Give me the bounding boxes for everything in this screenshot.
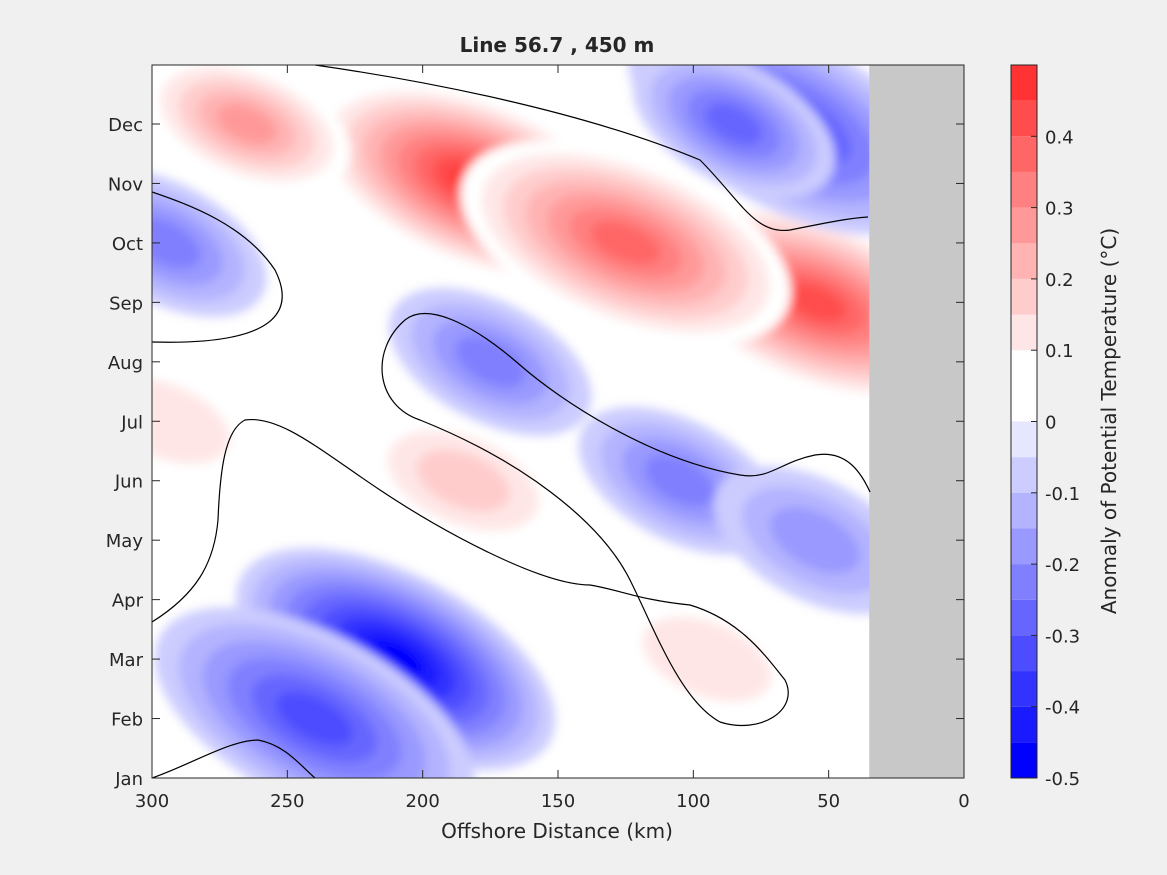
- colorbar-swatch: [1011, 492, 1037, 529]
- y-tick-label: Jul: [120, 412, 143, 433]
- colorbar-swatch: [1011, 278, 1037, 315]
- colorbar-tick-label: 0.4: [1045, 127, 1074, 148]
- colorbar-swatch: [1011, 243, 1037, 279]
- x-axis: 300 250 200 150 100 50 0: [135, 65, 970, 812]
- contour-level--0.20: [644, 454, 715, 507]
- masked-coastal-region: [869, 65, 964, 778]
- y-tick-label: Nov: [108, 174, 143, 195]
- contour-level--0.30: [275, 691, 354, 746]
- y-tick-label: Aug: [108, 353, 143, 374]
- x-tick-label: 150: [541, 791, 575, 812]
- x-tick-label: 250: [270, 791, 304, 812]
- y-tick-label: Jun: [114, 472, 143, 493]
- colorbar-tick-label: -0.5: [1045, 769, 1080, 790]
- colorbar-tick-label: 0.2: [1045, 270, 1074, 291]
- colorbar-swatch: [1011, 421, 1037, 458]
- colorbar-swatch: [1011, 564, 1037, 600]
- colorbar-swatch: [1011, 671, 1037, 707]
- colorbar-swatch: [1011, 457, 1037, 493]
- y-tick-label: Jan: [114, 769, 143, 790]
- contour-level--0.15: [770, 507, 861, 574]
- y-tick-label: Mar: [109, 650, 144, 671]
- colorbar-swatch: [1011, 742, 1037, 778]
- contour-level--0.25: [705, 102, 763, 146]
- colorbar-tick-label: -0.1: [1045, 484, 1080, 505]
- colorbar-tick-label: 0: [1045, 413, 1056, 434]
- y-tick-label: Oct: [112, 234, 143, 255]
- x-tick-label: 200: [405, 791, 439, 812]
- contour-level-0.10: [642, 616, 772, 702]
- y-tick-label: May: [106, 531, 144, 552]
- colorbar: -0.5 -0.4 -0.3 -0.2 -0.1 0 0.1 0.2 0.3 0.4: [1010, 64, 1080, 790]
- zero-contour-lines: [152, 65, 871, 778]
- y-tick-label: Dec: [108, 115, 143, 136]
- colorbar-swatch: [1011, 65, 1037, 101]
- contour-level--0.20: [455, 336, 526, 388]
- colorbar-swatch: [1011, 350, 1037, 386]
- x-tick-label: 0: [958, 791, 969, 812]
- contour-level-0.10: [152, 378, 230, 464]
- y-tick-label: Sep: [109, 293, 143, 314]
- colorbar-swatch: [1011, 599, 1037, 636]
- colorbar-tick-label: 0.3: [1045, 199, 1074, 220]
- colorbar-swatch: [1011, 100, 1037, 137]
- colorbar-tick-label: -0.3: [1045, 626, 1080, 647]
- y-tick-label: Apr: [112, 591, 144, 612]
- contour-level-0.40: [784, 283, 846, 322]
- colorbar-swatch: [1011, 635, 1037, 672]
- zero-contour: [152, 739, 316, 778]
- zero-contour: [152, 313, 871, 727]
- colorbar-swatch: [1011, 528, 1037, 565]
- colorbar-label: Anomaly of Potential Temperature (°C): [1097, 228, 1121, 614]
- zero-contour: [152, 191, 283, 343]
- contour-level--0.20: [152, 217, 201, 269]
- x-tick-label: 50: [817, 791, 840, 812]
- colorbar-tick-label: -0.2: [1045, 555, 1080, 576]
- colorbar-swatch: [1011, 171, 1037, 208]
- colorbar-tick-label: 0.1: [1045, 341, 1074, 362]
- colorbar-swatch: [1011, 385, 1037, 422]
- y-axis: Jan Feb Mar Apr May Jun Jul Aug Sep Oct Nov Dec: [106, 115, 964, 790]
- zero-contour: [314, 65, 869, 232]
- colorbar-swatch: [1011, 706, 1037, 743]
- x-axis-label: Offshore Distance (km): [441, 819, 673, 843]
- colorbar-tick-label: -0.4: [1045, 698, 1080, 719]
- contour-level-0.15: [416, 449, 510, 512]
- plot-area: [152, 65, 964, 778]
- chart-title: Line 56.7 , 450 m: [460, 33, 655, 57]
- colorbar-swatch: [1011, 207, 1037, 244]
- x-tick-label: 100: [676, 791, 710, 812]
- y-tick-label: Feb: [111, 710, 143, 731]
- colorbar-swatch: [1011, 136, 1037, 172]
- x-tick-label: 300: [135, 791, 169, 812]
- contour-level--0.45: [369, 640, 423, 678]
- contour-level-0.25: [216, 104, 277, 144]
- colorbar-swatch: [1011, 314, 1037, 351]
- contour-level-0.35: [590, 221, 661, 265]
